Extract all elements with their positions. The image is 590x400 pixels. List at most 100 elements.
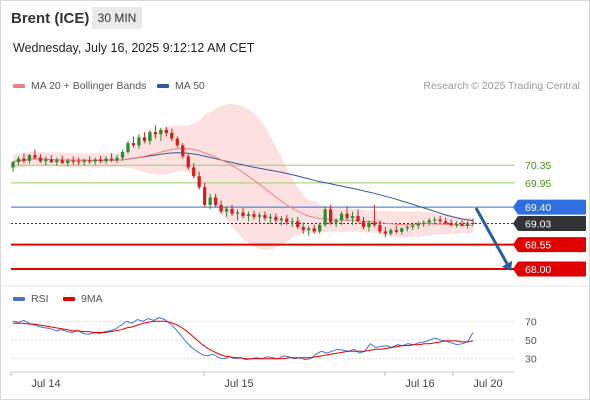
candle-body (142, 137, 147, 141)
candle-body (443, 221, 448, 224)
legend-ma20: MA 20 + Bollinger Bands (13, 80, 146, 92)
candle-body (307, 228, 311, 231)
candle-body (22, 158, 26, 161)
candle-body (356, 215, 360, 222)
legend-ma9-label: 9MA (81, 293, 103, 305)
candle-body (334, 220, 338, 223)
candle-body (246, 214, 251, 216)
level-label-69.40: 69.40 (525, 202, 551, 214)
rsi-line (12, 317, 474, 361)
ma9-swatch (63, 297, 75, 301)
level-tag-pointer-68.55 (513, 237, 518, 253)
candle-body (433, 219, 437, 221)
candle-body (82, 160, 86, 163)
candle-body (252, 214, 256, 217)
candle-body (350, 215, 355, 219)
candle-body (235, 212, 240, 214)
candle-body (465, 223, 470, 226)
candle-body (454, 223, 459, 225)
candle-body (44, 159, 48, 162)
candle-body (274, 216, 278, 221)
candle-body (405, 227, 409, 229)
candle-body (296, 221, 300, 228)
candle-body (378, 224, 382, 232)
rsi-swatch (13, 297, 25, 301)
candle-body (318, 224, 322, 232)
level-label-68.55: 68.55 (525, 240, 551, 252)
candle-body (416, 223, 420, 226)
legend-rsi-label: RSI (31, 293, 49, 305)
ma9-line (13, 320, 474, 360)
candle-body (471, 223, 475, 225)
candle-body (383, 231, 388, 234)
candle-body (339, 213, 344, 221)
level-tag-69.40 (518, 199, 586, 215)
candle-body (186, 156, 190, 168)
candle-body (422, 222, 426, 224)
candle-body (38, 157, 43, 162)
datetime-label: Wednesday, July 16, 2025 9:12:12 AM CET (13, 41, 255, 55)
candle-body (175, 138, 179, 146)
candle-body (137, 137, 141, 146)
candle-body (126, 143, 130, 152)
candle-body (49, 159, 53, 163)
candle-body (170, 132, 174, 139)
research-credit: Research © 2025 Trading Central (423, 80, 580, 92)
candle-body (88, 160, 92, 162)
candle-body (411, 225, 415, 228)
candle-body (164, 129, 168, 133)
candle-body (460, 223, 464, 226)
forecast-arrow-line (474, 207, 509, 265)
candle-body (55, 160, 59, 163)
candle-body (268, 216, 273, 219)
candle-body (208, 197, 212, 205)
instrument-title: Brent (ICE) (11, 10, 90, 27)
candle-body (120, 151, 125, 158)
candle-body (394, 230, 398, 232)
candle-body (427, 220, 431, 223)
level-label-68.00: 68.00 (525, 264, 551, 276)
candle-body (27, 155, 32, 161)
rsi-tick-50: 50 (525, 335, 537, 347)
legend-rsi: RSI (13, 293, 49, 305)
candle-body (192, 167, 196, 177)
candle-body (16, 158, 21, 163)
candle-body (71, 160, 75, 162)
candle-body (33, 155, 37, 158)
candle-body (323, 209, 327, 225)
candle-body (181, 145, 185, 157)
candle-body (104, 158, 108, 162)
level-label-69.95: 69.95 (525, 178, 551, 190)
candle-body (361, 221, 366, 228)
candle-body (11, 162, 15, 168)
candle-body (109, 158, 114, 160)
candle-body (367, 222, 371, 228)
level-tag-pointer-68.00 (513, 261, 518, 277)
candle-body (301, 227, 305, 231)
candle-body (219, 204, 223, 212)
candle-body (230, 208, 234, 214)
candle-body (60, 160, 64, 163)
x-tick-Jul-20: Jul 20 (473, 378, 502, 390)
candle-body (213, 197, 218, 205)
candle-body (153, 132, 158, 135)
legend-ma9: 9MA (63, 293, 103, 305)
forecast-arrow-head (501, 260, 513, 271)
candle-body (241, 212, 245, 216)
candle-body (224, 208, 229, 212)
candle-body (285, 218, 289, 223)
candle-body (263, 215, 267, 219)
level-tag-68.55 (518, 237, 586, 253)
legend-ma20-label: MA 20 + Bollinger Bands (31, 80, 147, 92)
level-tag-68.00 (518, 261, 586, 277)
candle-body (389, 230, 393, 234)
candle-body (115, 157, 119, 160)
candle-body (66, 160, 70, 163)
candle-body (279, 218, 283, 221)
candle-body (77, 161, 81, 163)
ma50-swatch (157, 84, 169, 88)
candle-body (449, 223, 453, 225)
legend-ma50-label: MA 50 (175, 80, 205, 92)
timeframe-button[interactable]: 30 MIN (92, 7, 142, 29)
